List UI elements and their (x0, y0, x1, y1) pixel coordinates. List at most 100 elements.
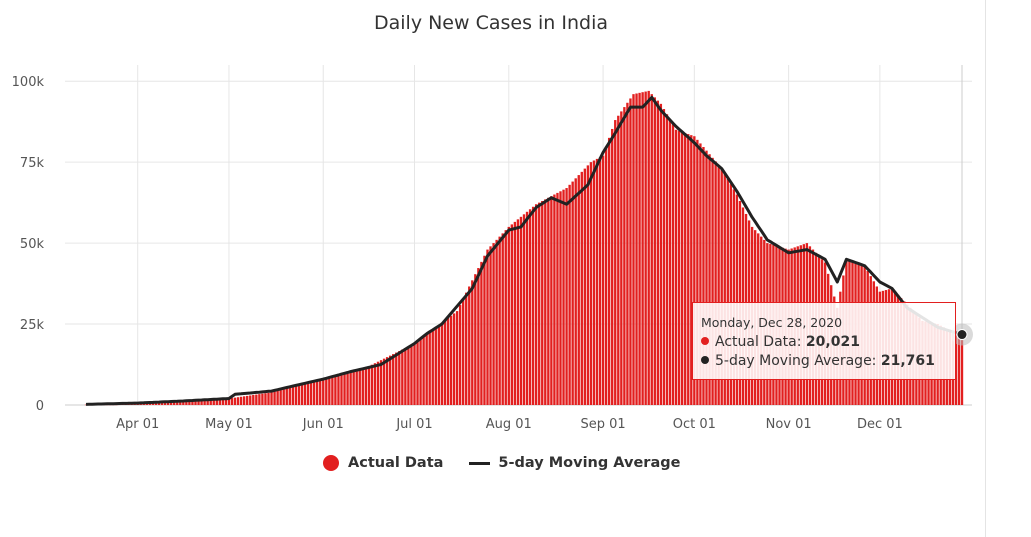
actual-data-bar[interactable] (626, 102, 629, 405)
actual-data-bar[interactable] (446, 318, 450, 405)
actual-data-bar[interactable] (312, 381, 316, 405)
actual-data-bar[interactable] (361, 368, 364, 405)
actual-data-bar[interactable] (264, 393, 267, 405)
actual-data-bar[interactable] (163, 402, 167, 405)
actual-data-bar[interactable] (337, 375, 340, 405)
actual-data-bar[interactable] (492, 243, 495, 405)
actual-data-bar[interactable] (215, 399, 218, 405)
actual-data-bar[interactable] (647, 90, 650, 406)
actual-data-bar[interactable] (677, 130, 681, 405)
actual-data-bar[interactable] (395, 352, 398, 405)
actual-data-bar[interactable] (282, 389, 285, 405)
actual-data-bar[interactable] (510, 224, 514, 405)
actual-data-bar[interactable] (315, 380, 319, 405)
actual-data-bar[interactable] (607, 137, 611, 406)
actual-data-bar[interactable] (334, 375, 337, 405)
actual-data-bar[interactable] (617, 115, 620, 405)
actual-data-bar[interactable] (604, 146, 608, 405)
actual-data-bar[interactable] (726, 178, 729, 405)
actual-data-bar[interactable] (723, 173, 726, 405)
actual-data-bar[interactable] (501, 233, 504, 405)
actual-data-bar[interactable] (717, 165, 720, 405)
actual-data-bar[interactable] (437, 324, 441, 405)
actual-data-bar[interactable] (309, 382, 313, 405)
actual-data-bar[interactable] (662, 109, 666, 405)
actual-data-bar[interactable] (185, 401, 188, 405)
actual-data-bar[interactable] (392, 354, 395, 405)
actual-data-bar[interactable] (671, 124, 675, 405)
actual-data-bar[interactable] (300, 384, 304, 405)
actual-data-bar[interactable] (449, 315, 453, 405)
actual-data-bar[interactable] (373, 363, 377, 405)
actual-data-bar[interactable] (346, 372, 349, 405)
actual-data-bar[interactable] (227, 398, 231, 405)
actual-data-bar[interactable] (516, 219, 520, 405)
actual-data-bar[interactable] (242, 396, 246, 405)
actual-data-bar[interactable] (592, 160, 596, 405)
actual-data-bar[interactable] (236, 397, 240, 405)
actual-data-bar[interactable] (319, 379, 322, 405)
actual-data-bar[interactable] (699, 143, 702, 405)
actual-data-bar[interactable] (483, 255, 486, 405)
moving-average-line[interactable] (85, 95, 963, 406)
actual-data-bar[interactable] (322, 379, 325, 405)
actual-data-bar[interactable] (212, 399, 215, 405)
actual-data-bar[interactable] (276, 390, 279, 405)
actual-data-bar[interactable] (489, 246, 492, 405)
actual-data-bar[interactable] (206, 399, 209, 405)
moving-average-path[interactable] (85, 95, 963, 406)
actual-data-bar[interactable] (221, 398, 225, 405)
actual-data-bar[interactable] (416, 341, 419, 405)
actual-data-bar[interactable] (452, 313, 456, 405)
actual-data-bar[interactable] (680, 131, 684, 406)
actual-data-bar[interactable] (474, 274, 477, 405)
actual-data-bar[interactable] (434, 327, 437, 405)
actual-data-bar[interactable] (611, 128, 614, 405)
actual-data-bar[interactable] (364, 367, 368, 405)
actual-data-bar[interactable] (507, 226, 510, 405)
actual-data-bar[interactable] (668, 119, 672, 406)
actual-data-bar[interactable] (218, 399, 222, 405)
actual-data-bar[interactable] (194, 400, 197, 405)
actual-data-bar[interactable] (267, 392, 270, 405)
actual-data-bar[interactable] (279, 390, 282, 405)
actual-data-bar[interactable] (191, 400, 194, 405)
actual-data-bar[interactable] (422, 336, 425, 405)
actual-data-bar[interactable] (352, 371, 355, 405)
actual-data-bar[interactable] (684, 133, 687, 405)
actual-data-bar[interactable] (376, 361, 380, 405)
actual-data-bar[interactable] (154, 402, 158, 405)
actual-data-bar[interactable] (674, 129, 678, 405)
actual-data-bar[interactable] (258, 394, 261, 405)
actual-data-bar[interactable] (173, 402, 176, 405)
actual-data-bar[interactable] (583, 168, 587, 405)
actual-data-bar[interactable] (705, 150, 708, 405)
actual-data-bar[interactable] (458, 304, 462, 405)
actual-data-bar[interactable] (355, 370, 358, 405)
actual-data-bar[interactable] (650, 94, 653, 405)
actual-data-bar[interactable] (556, 192, 559, 405)
actual-data-bar[interactable] (519, 216, 523, 405)
actual-data-bar[interactable] (404, 348, 407, 405)
actual-data-bar[interactable] (708, 154, 711, 405)
actual-data-bar[interactable] (230, 398, 234, 405)
actual-data-bar[interactable] (331, 376, 334, 405)
actual-data-bar[interactable] (294, 386, 298, 405)
actual-data-bar[interactable] (239, 396, 243, 405)
actual-data-bar[interactable] (702, 147, 705, 405)
actual-data-bar[interactable] (440, 322, 444, 405)
actual-data-bar[interactable] (233, 397, 237, 405)
actual-data-bar[interactable] (577, 175, 580, 405)
actual-data-bar[interactable] (720, 168, 723, 405)
actual-data-bar[interactable] (504, 230, 507, 405)
actual-data-bar[interactable] (544, 199, 547, 405)
actual-data-bar[interactable] (179, 401, 182, 405)
actual-data-bar[interactable] (656, 100, 660, 406)
actual-data-bar[interactable] (495, 239, 498, 405)
actual-data-bar[interactable] (407, 346, 410, 405)
actual-data-bar[interactable] (732, 189, 736, 405)
actual-data-bar[interactable] (224, 398, 228, 405)
actual-data-bar[interactable] (285, 388, 288, 405)
actual-data-bar[interactable] (729, 184, 733, 405)
actual-data-bar[interactable] (644, 91, 647, 406)
